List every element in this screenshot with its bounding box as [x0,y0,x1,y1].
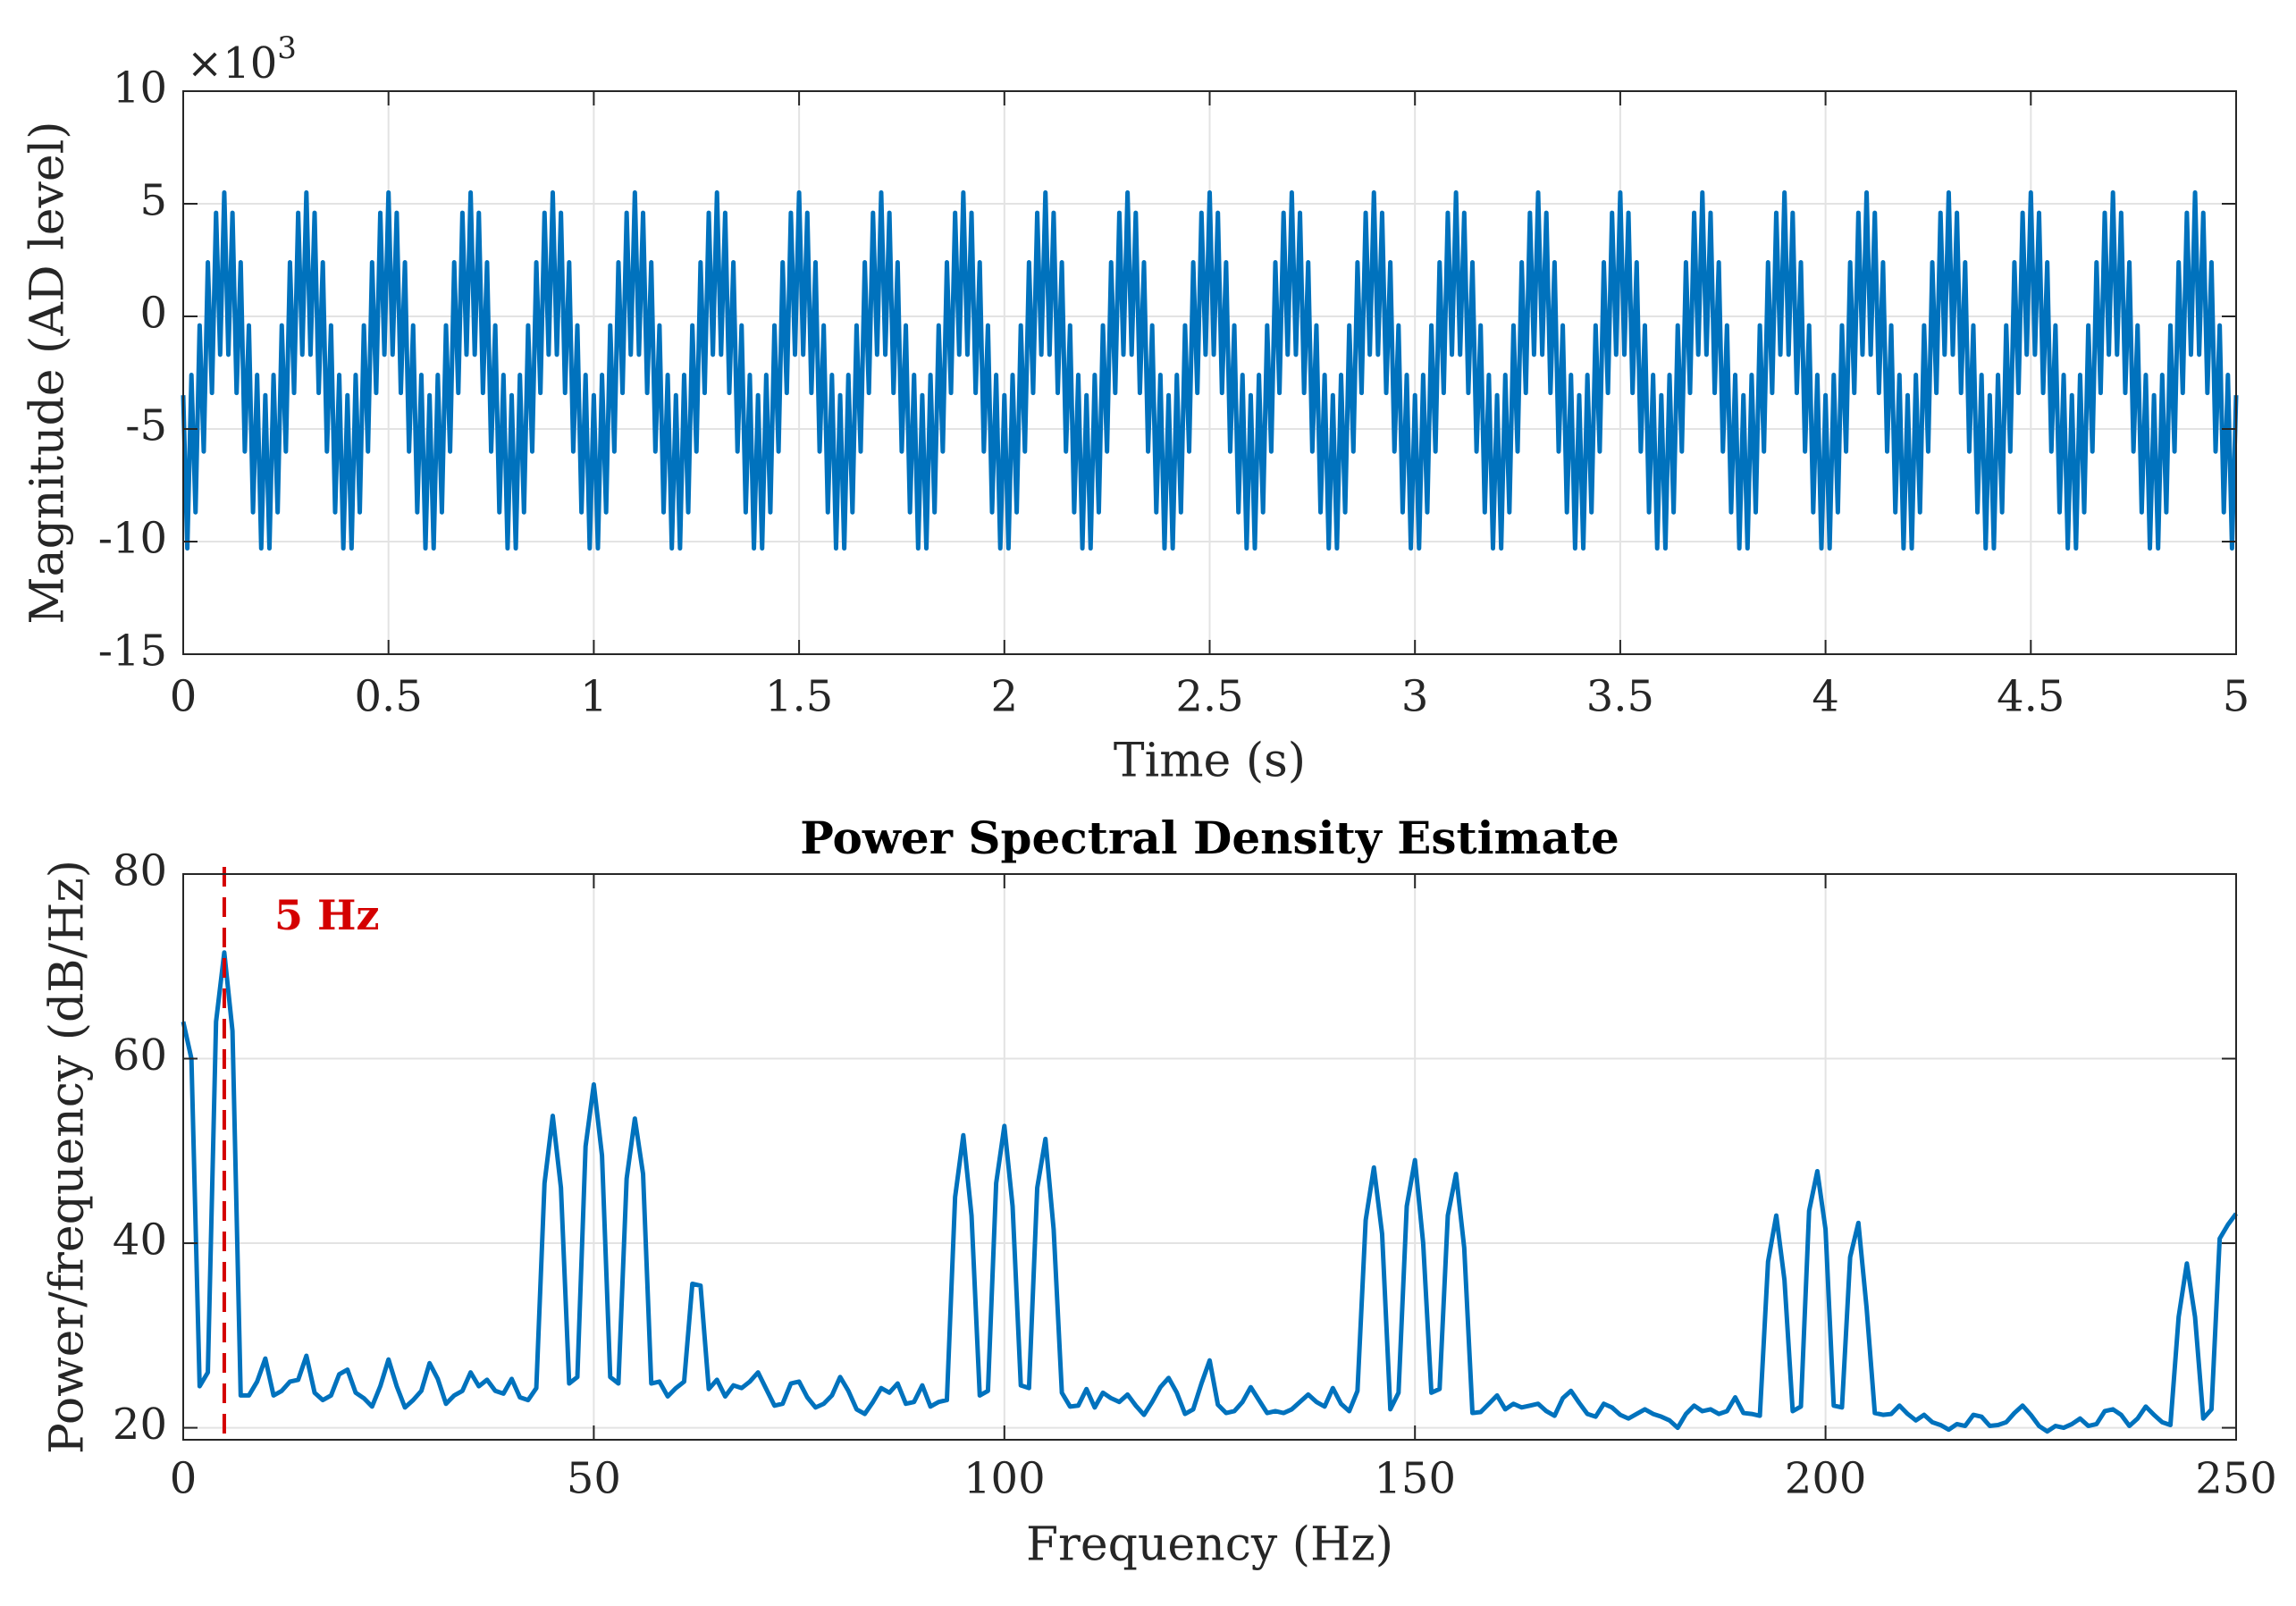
x-tick-label: 2 [991,672,1019,722]
x-tick-label: 4 [1812,672,1839,722]
x-tick-label: 2.5 [1175,672,1243,722]
x-tick-label: 200 [1785,1454,1867,1504]
x-tick-label: 0 [170,1454,198,1504]
y-tick-label: -10 [98,514,167,564]
y-tick-label: 80 [113,846,167,896]
y-tick-label: 40 [113,1215,167,1265]
multiplier-base: ×10 [187,38,277,88]
x-tick-label: 1 [580,672,608,722]
x-tick-label: 5 [2223,672,2250,722]
x-tick-label: 1.5 [765,672,833,722]
y-tick-label: 5 [139,176,167,226]
y-tick-label: -15 [98,626,167,677]
data-line [181,950,2239,1434]
y-axis-label: Magnitude (AD level) [21,121,75,624]
x-tick-label: 3.5 [1586,672,1654,722]
x-tick-label: 50 [567,1454,621,1504]
marker-label: 5 Hz [274,891,380,939]
data-line [181,189,2239,551]
x-tick-label: 3 [1401,672,1429,722]
x-tick-label: 0 [170,672,198,722]
y-tick-label: -5 [125,401,167,451]
x-tick-label: 150 [1374,1454,1456,1504]
chart-title: Power Spectral Density Estimate [800,811,1619,864]
x-tick-label: 4.5 [1997,672,2065,722]
y-tick-label: 10 [113,63,167,114]
multiplier-exponent: 3 [277,30,297,66]
y-axis-label: Power/frequency (dB/Hz) [41,860,95,1454]
x-tick-label: 100 [963,1454,1046,1504]
x-tick-label: 250 [2195,1454,2277,1504]
y-tick-label: 60 [113,1030,167,1080]
axis-multiplier: ×103 [187,30,297,88]
axes-frame [182,873,2237,1441]
y-tick-label: 0 [139,289,167,339]
y-tick-label: 20 [113,1400,167,1450]
x-axis-label: Frequency (Hz) [1026,1518,1393,1572]
x-tick-label: 0.5 [355,672,423,722]
x-axis-label: Time (s) [1114,735,1306,788]
